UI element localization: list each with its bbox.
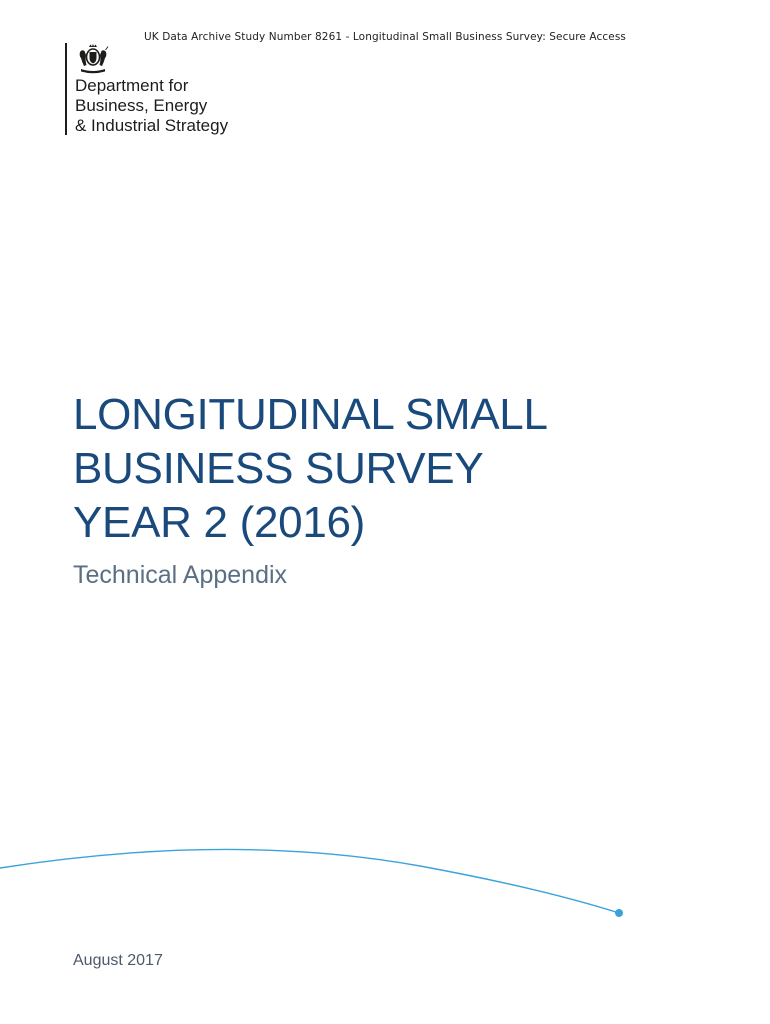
arc-endpoint-dot [615, 909, 623, 917]
document-subtitle: Technical Appendix [73, 561, 288, 589]
document-title-line: LONGITUDINAL SMALL [73, 390, 548, 439]
department-name-line: Business, Energy [75, 96, 208, 115]
document-title: LONGITUDINAL SMALL BUSINESS SURVEY YEAR … [73, 388, 713, 550]
archive-study-header: UK Data Archive Study Number 8261 - Long… [144, 31, 626, 43]
department-name-line: & Industrial Strategy [75, 116, 229, 135]
department-name: Department for Business, Energy & Indust… [75, 76, 315, 136]
royal-coat-of-arms-icon [79, 43, 109, 74]
document-title-line: YEAR 2 (2016) [73, 498, 366, 547]
document-title-line: BUSINESS SURVEY [73, 444, 484, 493]
department-name-line: Department for [75, 76, 189, 95]
publication-date: August 2017 [73, 952, 163, 969]
decorative-arc [0, 848, 623, 917]
logo-divider [65, 43, 67, 135]
